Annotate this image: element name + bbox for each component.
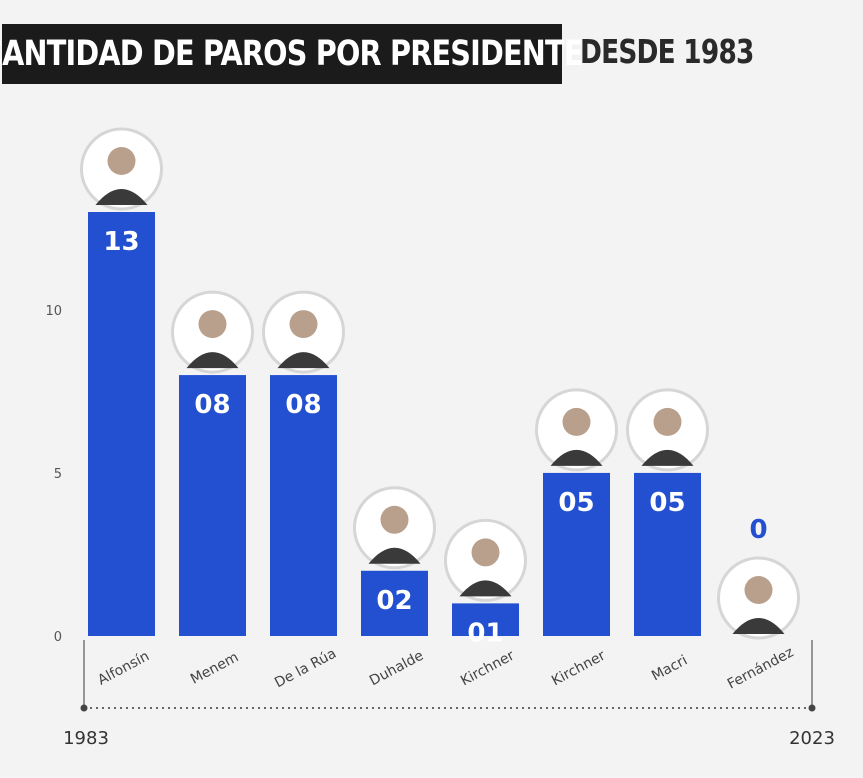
y-tick-label: 10: [45, 304, 62, 319]
value-label: 05: [649, 488, 685, 518]
chart-title: CANTIDAD DE PAROS POR PRESIDENTE: [0, 34, 583, 74]
bar-4: [361, 570, 428, 636]
bar-1: [88, 212, 155, 636]
bar-3: [270, 375, 337, 636]
timeline-start-year: 1983: [63, 728, 109, 749]
value-label: 08: [285, 390, 321, 420]
portrait-avatar: [262, 290, 345, 374]
value-label: 0: [749, 515, 767, 545]
y-tick-label: 0: [54, 630, 62, 645]
x-category-label: Duhalde: [367, 648, 426, 690]
portrait-avatar: [444, 518, 527, 602]
value-label: 08: [194, 390, 230, 420]
timeline-end-dot: [808, 704, 816, 712]
bar-5: [452, 603, 519, 636]
value-label: 13: [103, 227, 139, 257]
value-label: 05: [558, 488, 594, 518]
x-category-label: De la Rúa: [272, 646, 339, 692]
portrait-avatar: [80, 127, 163, 211]
value-label: 02: [376, 586, 412, 616]
x-category-label: Macri: [649, 652, 690, 684]
value-label: 01: [467, 618, 503, 648]
x-category-label: Kirchner: [458, 648, 517, 690]
portrait-avatar: [717, 556, 800, 640]
y-tick-label: 5: [54, 467, 62, 482]
title-banner: CANTIDAD DE PAROS POR PRESIDENTE: [0, 24, 583, 84]
bar-6: [543, 472, 610, 636]
x-category-label: Menem: [188, 649, 241, 687]
x-category-label: Kirchner: [549, 648, 608, 690]
portrait-avatar: [353, 486, 436, 570]
portrait-avatar: [626, 388, 709, 472]
bar-2: [179, 375, 246, 636]
timeline-end-year: 2023: [789, 728, 835, 749]
x-category-label: Alfonsín: [95, 648, 152, 688]
bar-7: [634, 472, 701, 636]
timeline-start-dot: [80, 704, 88, 712]
x-category-label: Fernández: [725, 644, 797, 692]
chart-subtitle: DESDE 1983: [580, 32, 754, 71]
portrait-avatar: [171, 290, 254, 374]
portrait-avatar: [535, 388, 618, 472]
